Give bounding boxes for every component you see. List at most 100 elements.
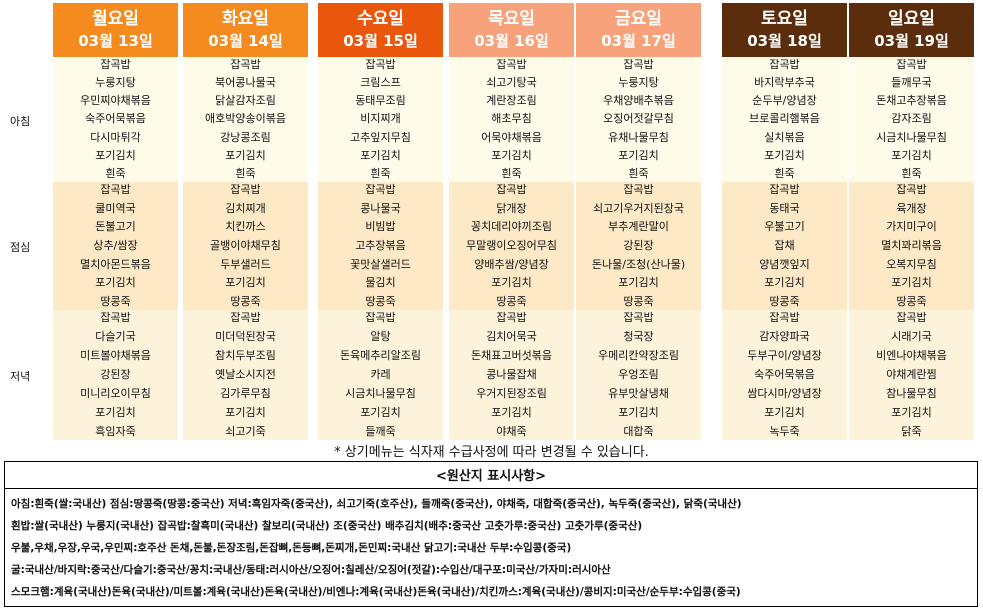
meal-cell-lunch: 잡곡밥 닭개장 꽁치데리야끼조림 무말랭이오징어무침 양배추쌈/양념장 포기김치 땅콩죽 — [449, 183, 574, 309]
menu-item: 애호박양송이볶음 — [205, 112, 286, 126]
menu-item: 포기김치 — [360, 148, 401, 162]
menu-item: 땅콩죽 — [896, 294, 927, 308]
day-date: 03월 14일 — [208, 32, 283, 50]
menu-item: 옛날소시지전 — [215, 368, 276, 381]
day-date: 03월 15일 — [343, 32, 418, 50]
menu-item: 흰죽 — [105, 166, 126, 180]
menu-item: 크림스프 — [360, 76, 401, 90]
menu-item: 치킨까스 — [225, 220, 266, 234]
menu-item: 청국장 — [623, 330, 654, 343]
menu-item: 콩나물국 — [360, 201, 401, 215]
menu-item: 부추계란말이 — [608, 220, 669, 234]
menu-item: 오복지무침 — [886, 257, 937, 271]
meal-cell-breakfast: 잡곡밥 쇠고기탕국 계란장조림 해초무침 어묵야채볶음 포기김치 흰죽 — [449, 58, 574, 181]
menu-item: 닭개장 — [496, 201, 527, 215]
menu-item: 야채죽 — [496, 425, 527, 438]
menu-item: 어묵야채볶음 — [481, 130, 542, 144]
menu-item: 골뱅이야채무침 — [210, 238, 281, 252]
menu-item: 두부구이/양념장 — [747, 349, 822, 362]
menu-item: 포기김치 — [764, 276, 805, 290]
meal-cell-breakfast: 잡곡밥 들깨무국 돈채고추장볶음 감자조림 시금치나물무침 포기김치 흰죽 — [849, 58, 974, 181]
meal-band-dinner — [849, 310, 974, 440]
menu-item: 포기김치 — [891, 148, 932, 162]
origin-title: <원산지 표시사항> — [435, 469, 547, 484]
menu-item: 우거지된장조림 — [476, 387, 547, 400]
menu-item: 쇠고기탕국 — [486, 76, 537, 90]
day-header: 일요일 03월 19일 — [849, 3, 974, 57]
menu-item: 해초무침 — [491, 112, 532, 126]
menu-item: 누룽지탕 — [95, 76, 136, 90]
origin-line: 아침:흰죽(쌀:국내산) 점심:땅콩죽(땅콩:중국산) 저녁:흑임자죽(중국산)… — [11, 498, 742, 510]
menu-item: 김치찌개 — [225, 201, 266, 215]
meal-cell-lunch: 잡곡밥 쇠고기우거지된장국 부추계란말이 강된장 돈나물/조청(산나물) 포기김치 땅콩죽 — [576, 183, 701, 309]
menu-item: 녹두죽 — [769, 425, 800, 438]
menu-item: 감자양파국 — [759, 330, 810, 343]
menu-item: 계란장조림 — [486, 94, 537, 108]
meal-band-dinner — [183, 310, 308, 440]
menu-item: 땅콩죽 — [100, 294, 131, 308]
menu-item: 흰죽 — [370, 166, 391, 180]
menu-item: 잡곡밥 — [896, 183, 927, 196]
origin-line: 스모크햄:계육(국내산)돈육(국내산)/미트볼:계육(국내산)돈육(국내산)/비… — [11, 586, 741, 598]
menu-item: 물김치 — [365, 276, 396, 290]
menu-item: 김치어묵국 — [486, 330, 537, 343]
menu-item: 강낭콩조림 — [220, 130, 271, 144]
menu-item: 유채나물무침 — [608, 130, 669, 144]
menu-item: 잡곡밥 — [896, 311, 927, 324]
day-date: 03월 18일 — [747, 32, 822, 50]
menu-item: 잡곡밥 — [496, 58, 527, 71]
menu-item: 돈불고기 — [95, 220, 136, 234]
menu-item: 잡채 — [774, 238, 795, 252]
meal-band-breakfast — [849, 57, 974, 182]
meal-band-breakfast — [722, 57, 847, 182]
menu-item: 잡곡밥 — [100, 183, 131, 196]
menu-item: 미더덕된장국 — [215, 330, 276, 343]
meal-band-dinner — [576, 310, 701, 440]
menu-item: 들깨죽 — [365, 425, 396, 438]
menu-item: 들깨무국 — [891, 76, 932, 90]
menu-item: 시래기국 — [891, 330, 932, 343]
menu-item: 비엔나야채볶음 — [876, 349, 947, 362]
menu-item: 잡곡밥 — [365, 311, 396, 324]
menu-item: 흰죽 — [774, 166, 795, 180]
meal-cell-lunch: 잡곡밥 쿨미역국 돈불고기 상추/쌈장 멸치아몬드볶음 포기김치 땅콩죽 — [53, 183, 178, 309]
menu-item: 미니리오이무침 — [80, 387, 151, 400]
menu-item: 숙주어묵볶음 — [85, 112, 146, 126]
origin-line: 흰밥:쌀(국내산) 누룽지(국내산) 잡곡밥:찰흑미(국내산) 찰보리(국내산)… — [11, 520, 643, 532]
day-date: 03월 19일 — [874, 32, 949, 50]
menu-item: 흑임자죽 — [95, 425, 136, 438]
menu-item: 고추장볶음 — [355, 238, 406, 252]
meal-cell-dinner: 잡곡밥 알탕 돈육메추리알조림 카레 시금치나물무침 포기김치 들깨죽 — [318, 311, 443, 439]
menu-item: 북어콩나물국 — [215, 76, 276, 90]
meal-band-breakfast — [53, 57, 178, 182]
menu-item: 포기김치 — [225, 148, 266, 162]
menu-item: 잡곡밥 — [100, 58, 131, 71]
menu-item: 닭죽 — [901, 425, 922, 438]
menu-item: 콩나물잡채 — [486, 368, 537, 381]
menu-item: 다시마튀각 — [90, 130, 141, 144]
menu-item: 포기김치 — [95, 406, 136, 419]
menu-item: 멸치꽈리볶음 — [881, 238, 942, 252]
day-date: 03월 13일 — [78, 32, 153, 50]
menu-item: 야채계란찜 — [886, 368, 937, 381]
menu-item: 김가루무침 — [220, 387, 271, 400]
day-column: 목요일 03월 16일 잡곡밥 쇠고기탕국 계란장조림 해초무침 어묵야채볶음 포기김치 흰죽 잡… — [449, 3, 574, 440]
meal-band-lunch — [449, 182, 574, 310]
menu-item: 우메리칸약장조림 — [598, 349, 679, 362]
day-name: 화요일 — [222, 9, 269, 29]
day-name: 금요일 — [615, 9, 662, 29]
menu-item: 포기김치 — [891, 276, 932, 290]
menu-item: 잡곡밥 — [769, 183, 800, 196]
menu-item: 멸치아몬드볶음 — [80, 257, 151, 271]
meal-cell-dinner: 잡곡밥 다슬기국 미트볼야채볶음 강된장 미니리오이무침 포기김치 흑임자죽 — [53, 311, 178, 439]
menu-item: 돈육메추리알조림 — [340, 349, 421, 362]
meal-cell-lunch: 잡곡밥 김치찌개 치킨까스 골뱅이야채무침 두부샐러드 포기김치 땅콩죽 — [183, 183, 308, 309]
menu-item: 포기김치 — [764, 406, 805, 419]
meal-band-dinner — [449, 310, 574, 440]
menu-item: 참나물무침 — [886, 387, 937, 400]
menu-item: 잡곡밥 — [100, 311, 131, 324]
menu-item: 강된장 — [623, 238, 654, 252]
menu-change-notice: * 상기메뉴는 식자재 수급사정에 따라 변경될 수 있습니다. — [334, 445, 649, 460]
menu-item: 동태국 — [769, 201, 800, 215]
menu-item: 쇠고기죽 — [225, 425, 266, 438]
